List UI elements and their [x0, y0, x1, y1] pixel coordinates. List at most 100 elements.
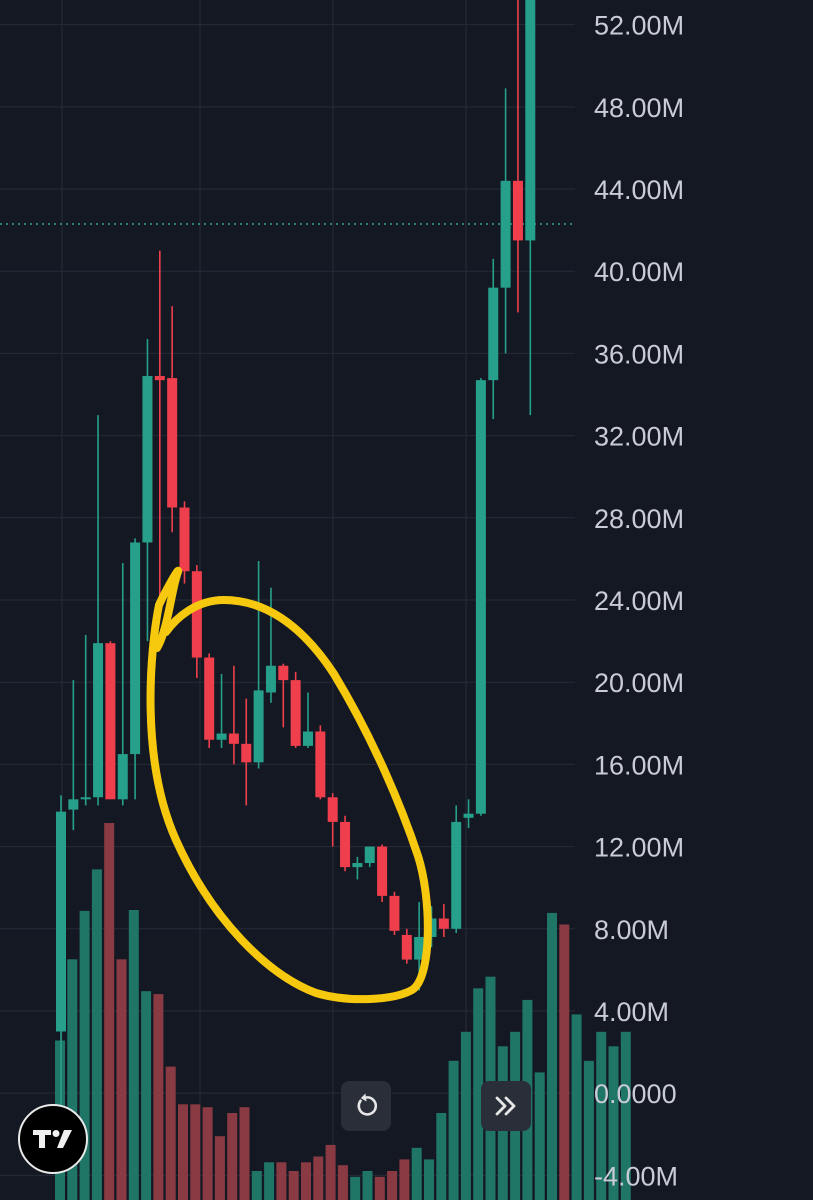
- volume-bar: [571, 1014, 582, 1200]
- volume-bar: [350, 1176, 361, 1200]
- volume-bar: [448, 1060, 459, 1200]
- candle: [290, 671, 301, 748]
- candle: [352, 856, 363, 880]
- volume-bar: [608, 1046, 619, 1200]
- volume-bar: [67, 959, 78, 1200]
- volume-bar: [620, 1031, 631, 1200]
- volume-bar: [399, 1159, 410, 1200]
- volume-bar: [104, 823, 115, 1200]
- y-tick-label: 44.00M: [594, 175, 684, 205]
- volume-bar: [460, 1031, 471, 1200]
- hand-drawn-ellipse-annotation: [146, 566, 432, 1004]
- reset-icon: [357, 1093, 378, 1116]
- candle: [154, 250, 165, 600]
- candle-body: [414, 936, 425, 960]
- candle: [315, 725, 326, 800]
- y-tick-label: 12.00M: [594, 833, 684, 863]
- candle: [228, 665, 239, 765]
- price-axis[interactable]: 52.00M 48.00M 44.00M 40.00M 36.00M 32.00M 28.0…: [594, 11, 684, 1192]
- y-tick-label: 16.00M: [594, 750, 684, 780]
- candle: [117, 563, 128, 806]
- candle: [377, 844, 388, 903]
- candle-body: [401, 934, 412, 960]
- volume-bar: [288, 1171, 299, 1200]
- candle: [253, 560, 264, 769]
- candle: [475, 378, 486, 816]
- y-tick-label: 24.00M: [594, 586, 684, 616]
- volume-bar: [362, 1171, 373, 1200]
- candle: [364, 846, 375, 868]
- volume-bar: [559, 924, 570, 1200]
- y-tick-label: 8.00M: [594, 915, 669, 945]
- volume-bar: [190, 1104, 201, 1200]
- y-tick-label: 4.00M: [594, 997, 669, 1027]
- volume-bar: [411, 1147, 422, 1200]
- y-tick-label: 52.00M: [594, 11, 684, 41]
- volume-bar: [276, 1162, 287, 1200]
- candle: [389, 891, 400, 935]
- reset-chart-button[interactable]: [341, 1081, 391, 1131]
- candle-body: [352, 863, 363, 868]
- volume-layer: [55, 823, 631, 1200]
- candle-body: [80, 797, 91, 800]
- candle-body: [377, 846, 388, 896]
- candle-body: [241, 743, 252, 763]
- volume-bar: [301, 1162, 311, 1200]
- candle-body: [216, 733, 227, 740]
- volume-bar: [116, 959, 127, 1200]
- candle: [241, 698, 252, 806]
- candle-body: [290, 680, 301, 746]
- tradingview-logo-icon[interactable]: [18, 1104, 88, 1174]
- volume-bar: [214, 1136, 225, 1200]
- volume-bar: [325, 1144, 336, 1200]
- volume-bar: [165, 1066, 176, 1200]
- annotation-layer: [146, 566, 432, 1004]
- candle: [512, 0, 523, 313]
- candle: [216, 673, 227, 748]
- volume-bar: [79, 910, 90, 1200]
- candle: [93, 415, 104, 806]
- candle-body: [167, 378, 178, 508]
- volume-bar: [91, 869, 102, 1200]
- volume-bar: [128, 910, 139, 1200]
- y-tick-label: 28.00M: [594, 504, 684, 534]
- candle-body: [525, 0, 536, 241]
- volume-bar: [178, 1104, 188, 1200]
- candle: [105, 641, 116, 800]
- volume-bar: [387, 1171, 398, 1200]
- candle-layer: [56, 0, 536, 1155]
- candle-body: [204, 657, 215, 740]
- chevrons-right-icon: [495, 1096, 516, 1116]
- candle: [130, 538, 141, 800]
- candle-body: [278, 665, 289, 681]
- candle: [204, 653, 215, 748]
- candle-body: [463, 813, 474, 818]
- volume-bar: [313, 1156, 324, 1200]
- y-tick-label: 0.0000: [594, 1079, 677, 1109]
- candle: [327, 793, 338, 847]
- candle: [179, 501, 190, 584]
- candle-body: [265, 665, 276, 693]
- candle: [68, 680, 79, 831]
- candle-body: [451, 821, 462, 929]
- y-tick-label: 20.00M: [594, 668, 684, 698]
- candle: [488, 258, 499, 420]
- candle-body: [117, 754, 128, 800]
- candle: [265, 587, 276, 703]
- candle-body: [56, 811, 66, 1032]
- y-tick-label: 32.00M: [594, 422, 684, 452]
- candle-body: [191, 571, 202, 658]
- y-tick-label: 40.00M: [594, 257, 684, 287]
- candle-body: [364, 846, 375, 864]
- candle-body: [500, 180, 511, 288]
- volume-bar: [374, 1176, 385, 1200]
- scroll-to-realtime-button[interactable]: [481, 1081, 531, 1131]
- candle: [463, 799, 474, 829]
- candle-body: [68, 799, 79, 810]
- candle: [525, 0, 536, 416]
- volume-bar: [534, 1072, 545, 1200]
- volume-bar: [227, 1113, 238, 1200]
- volume-bar: [596, 1031, 607, 1200]
